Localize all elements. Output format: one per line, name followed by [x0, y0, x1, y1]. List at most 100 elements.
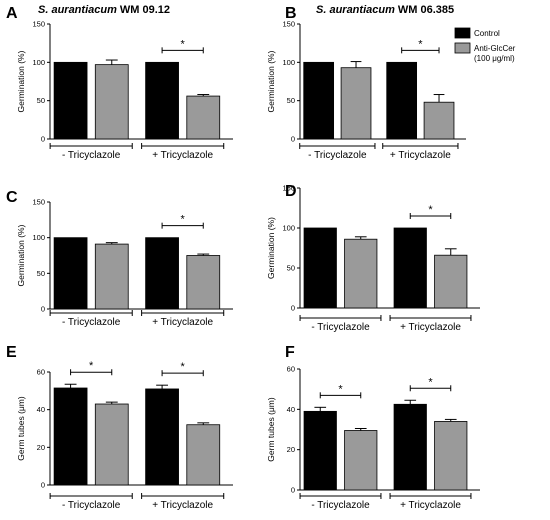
panel-title-strain: WM 09.12: [117, 4, 170, 16]
bar-control: [145, 388, 179, 486]
significance-star: *: [418, 38, 423, 50]
y-tick-label: 150: [32, 20, 45, 29]
panel-title: S. aurantiacum WM 09.12: [38, 4, 170, 16]
y-axis-label: Germination (%): [16, 50, 26, 112]
panel-e: E 0 20 40 60 Germ tubes (μm) * * - Tricyclazole +…: [6, 344, 233, 511]
bar-anti-glccer: [94, 243, 129, 310]
bar-control: [53, 387, 88, 486]
group-label: - Tricyclazole: [62, 500, 121, 511]
legend: Control Anti-GlcCer (100 μg/ml): [454, 27, 516, 63]
y-axis-label: Germination (%): [266, 217, 276, 279]
group-label: + Tricyclazole: [400, 322, 461, 333]
y-tick-label: 60: [287, 365, 295, 374]
group-label: + Tricyclazole: [152, 317, 213, 328]
bar-anti-glccer: [423, 101, 455, 140]
bar-anti-glccer: [340, 67, 372, 140]
bar-control: [145, 237, 179, 310]
bar-anti-glccer: [434, 254, 468, 309]
panel-title-species: S. aurantiacum: [38, 4, 117, 16]
panel-c: C 0 50 100 150 Germination (%) * - Tricyclazole…: [6, 189, 233, 328]
panel-letter: B: [285, 5, 297, 22]
y-tick-label: 150: [282, 20, 295, 29]
significance-star: *: [428, 376, 433, 388]
bar-control: [393, 403, 427, 491]
group-label: - Tricyclazole: [311, 500, 370, 511]
panel-letter: D: [285, 183, 297, 200]
y-tick-label: 150: [282, 184, 295, 193]
y-tick-label: 0: [291, 486, 295, 495]
panel-b: B S. aurantiacum WM 06.385 0 50 100 150 Germin…: [266, 4, 466, 161]
significance-star: *: [181, 38, 186, 50]
y-axis-label: Germ tubes (μm): [16, 396, 26, 461]
bar-control: [53, 237, 88, 310]
group-label: + Tricyclazole: [390, 150, 451, 161]
group-label: + Tricyclazole: [400, 500, 461, 511]
bar-anti-glccer: [434, 421, 468, 491]
group-label: - Tricyclazole: [62, 317, 121, 328]
bar-anti-glccer: [94, 64, 129, 140]
panel-a: A S. aurantiacum WM 09.12 0 50 100 150 Germina…: [6, 4, 233, 161]
y-tick-label: 0: [41, 481, 45, 490]
y-tick-label: 0: [291, 135, 295, 144]
bar-anti-glccer: [344, 238, 378, 309]
y-tick-label: 100: [32, 58, 45, 67]
y-axis-label: Germination (%): [16, 224, 26, 286]
y-tick-label: 50: [37, 96, 45, 105]
y-tick-label: 40: [37, 405, 45, 414]
group-label: + Tricyclazole: [152, 500, 213, 511]
y-tick-label: 50: [37, 269, 45, 278]
panel-f: F 0 20 40 60 Germ tubes (μm) * * - Tricyclazole +…: [266, 344, 480, 511]
y-axis-label: Germ tubes (μm): [266, 397, 276, 462]
group-label: - Tricyclazole: [62, 150, 121, 161]
y-tick-label: 0: [41, 305, 45, 314]
y-tick-label: 50: [287, 96, 295, 105]
group-label: + Tricyclazole: [152, 150, 213, 161]
bar-anti-glccer: [186, 255, 221, 310]
significance-star: *: [338, 383, 343, 395]
bar-control: [303, 227, 337, 309]
significance-star: *: [89, 360, 94, 372]
bar-anti-glccer: [94, 403, 129, 486]
bar-anti-glccer: [186, 95, 221, 140]
y-tick-label: 100: [32, 233, 45, 242]
significance-star: *: [428, 204, 433, 216]
panel-title: S. aurantiacum WM 06.385: [316, 4, 454, 16]
y-tick-label: 150: [32, 198, 45, 207]
bar-anti-glccer: [344, 430, 378, 491]
legend-control-swatch: [454, 27, 471, 39]
panel-title-strain: WM 06.385: [395, 4, 454, 16]
bar-control: [386, 61, 418, 140]
group-label: - Tricyclazole: [311, 322, 370, 333]
panel-letter: A: [6, 5, 18, 22]
panel-letter: E: [6, 344, 17, 361]
bar-control: [53, 61, 88, 140]
y-tick-label: 20: [287, 445, 295, 454]
y-tick-label: 100: [282, 58, 295, 67]
legend-treatment-swatch: [454, 42, 471, 54]
y-tick-label: 0: [41, 135, 45, 144]
panel-letter: C: [6, 189, 18, 206]
legend-treatment-concentration: (100 μg/ml): [474, 54, 515, 63]
bar-anti-glccer: [186, 424, 221, 486]
panel-title-species: S. aurantiacum: [316, 4, 395, 16]
y-tick-label: 0: [291, 304, 295, 313]
bar-control: [303, 61, 335, 140]
y-axis-label: Germination (%): [266, 50, 276, 112]
panel-letter: F: [285, 344, 295, 361]
significance-star: *: [181, 361, 186, 373]
significance-star: *: [181, 214, 186, 226]
bar-control: [393, 227, 427, 309]
panel-d: D 0 50 100 150 Germination (%) * - Tricyclazole…: [266, 183, 480, 333]
legend-control-label: Control: [474, 29, 500, 38]
y-tick-label: 20: [37, 443, 45, 452]
y-tick-label: 50: [287, 264, 295, 273]
y-tick-label: 40: [287, 405, 295, 414]
legend-treatment-label: Anti-GlcCer: [474, 44, 516, 53]
y-tick-label: 60: [37, 368, 45, 377]
bar-control: [303, 410, 337, 491]
y-tick-label: 100: [282, 224, 295, 233]
group-label: - Tricyclazole: [308, 150, 367, 161]
bar-control: [145, 61, 179, 140]
